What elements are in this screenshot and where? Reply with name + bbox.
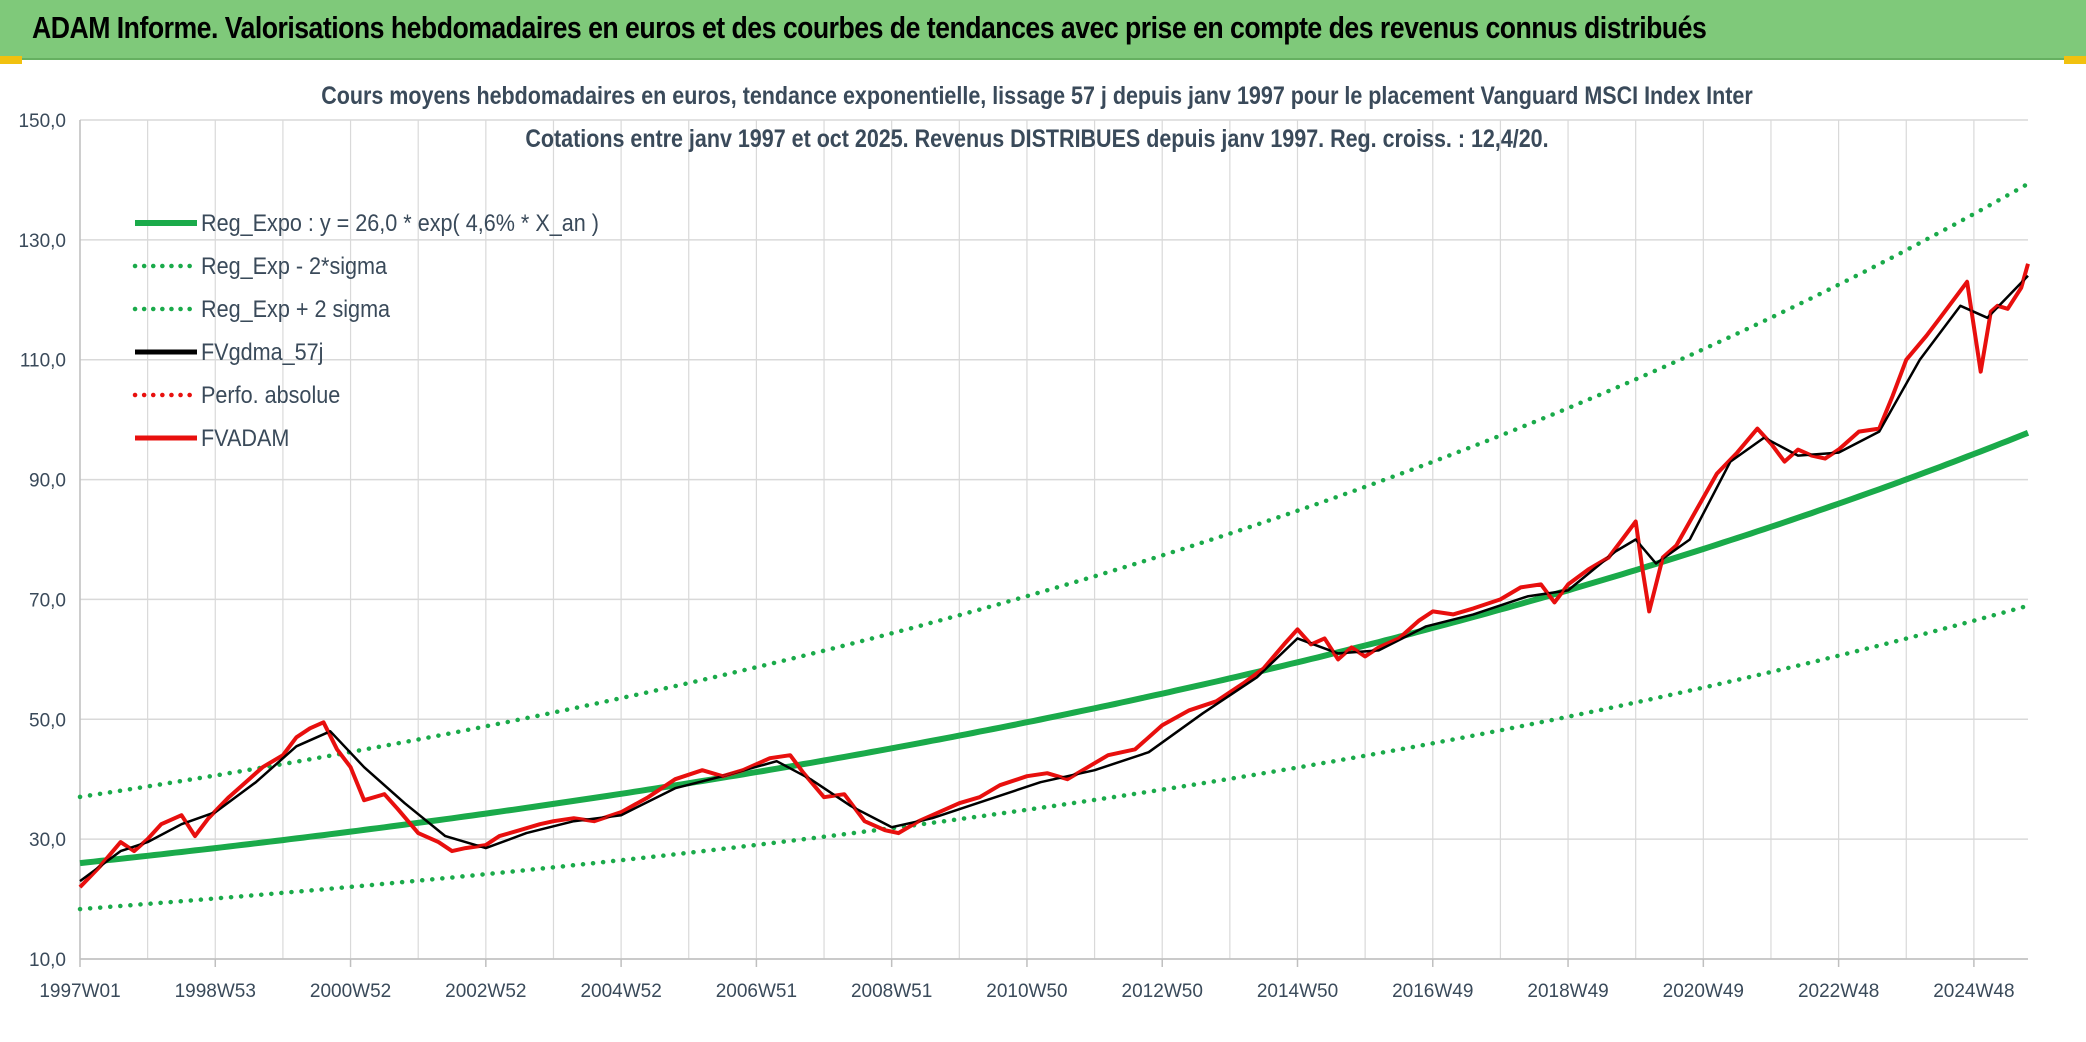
fvadam-line-overlay bbox=[79, 263, 2029, 888]
x-tick-label: 2000W52 bbox=[310, 981, 391, 1002]
y-axis: 150,0 130,0 110,0 90,0 70,0 50,0 30,0 10,0 bbox=[18, 111, 66, 971]
x-tick-label: 2006W51 bbox=[716, 981, 797, 1002]
corner-marker-left bbox=[0, 56, 22, 64]
y-tick-label: 90,0 bbox=[29, 471, 66, 492]
x-tick-label: 2008W51 bbox=[851, 981, 932, 1002]
legend-label: Reg_Exp + 2 sigma bbox=[201, 295, 390, 322]
line-chart: 150,0 130,0 110,0 90,0 70,0 50,0 30,0 10,0 1997… bbox=[18, 81, 2031, 1002]
y-tick-label: 110,0 bbox=[20, 351, 66, 372]
chart-area: 150,0 130,0 110,0 90,0 70,0 50,0 30,0 10,0 1997… bbox=[0, 60, 2086, 1037]
legend-label: Reg_Expo : y = 26,0 * exp( 4,6% * X_an ) bbox=[201, 209, 599, 236]
x-tick-label: 2002W52 bbox=[445, 981, 526, 1002]
x-tick-label: 2010W50 bbox=[986, 981, 1067, 1002]
x-tick-label: 2024W48 bbox=[1933, 981, 2014, 1002]
x-tick-label: 2012W50 bbox=[1122, 981, 1203, 1002]
x-tick-label: 1997W01 bbox=[39, 981, 120, 1002]
reg-expo-line bbox=[79, 430, 2030, 867]
header-bar: ADAM Informe. Valorisations hebdomadaire… bbox=[0, 0, 2086, 60]
corner-marker-right bbox=[2064, 56, 2086, 64]
reg-exp-minus-2-sigma-line bbox=[77, 603, 2031, 912]
series-layer bbox=[77, 181, 2031, 912]
chart-subtitle: Cotations entre janv 1997 et oct 2025. R… bbox=[525, 124, 1548, 152]
y-tick-label: 30,0 bbox=[29, 830, 66, 851]
x-tick-label: 2018W49 bbox=[1527, 981, 1608, 1002]
y-tick-label: 150,0 bbox=[18, 111, 66, 132]
x-tick-label: 2014W50 bbox=[1257, 981, 1338, 1002]
x-axis: 1997W01 1998W53 2000W52 2002W52 2004W52 2006W… bbox=[39, 959, 2015, 1002]
fvgdma-57j-line bbox=[79, 274, 2029, 883]
legend-label: FVgdma_57j bbox=[201, 338, 323, 365]
fvadam-line bbox=[78, 263, 2030, 889]
x-tick-label: 2016W49 bbox=[1392, 981, 1473, 1002]
page-title: ADAM Informe. Valorisations hebdomadaire… bbox=[32, 10, 1707, 45]
legend: Reg_Expo : y = 26,0 * exp( 4,6% * X_an )… bbox=[132, 209, 599, 451]
y-tick-label: 130,0 bbox=[18, 231, 66, 252]
grid bbox=[79, 119, 2028, 960]
x-tick-label: 2022W48 bbox=[1798, 981, 1879, 1002]
y-tick-label: 50,0 bbox=[29, 710, 66, 731]
legend-label: Perfo. absolue bbox=[201, 381, 340, 408]
legend-label: Reg_Exp - 2*sigma bbox=[201, 252, 387, 279]
legend-label: FVADAM bbox=[201, 424, 289, 451]
x-tick-label: 2004W52 bbox=[580, 981, 661, 1002]
y-tick-label: 10,0 bbox=[29, 950, 66, 971]
chart-title: Cours moyens hebdomadaires en euros, ten… bbox=[321, 81, 1752, 109]
y-tick-label: 70,0 bbox=[29, 590, 66, 611]
x-tick-label: 2020W49 bbox=[1663, 981, 1744, 1002]
x-tick-label: 1998W53 bbox=[175, 981, 256, 1002]
